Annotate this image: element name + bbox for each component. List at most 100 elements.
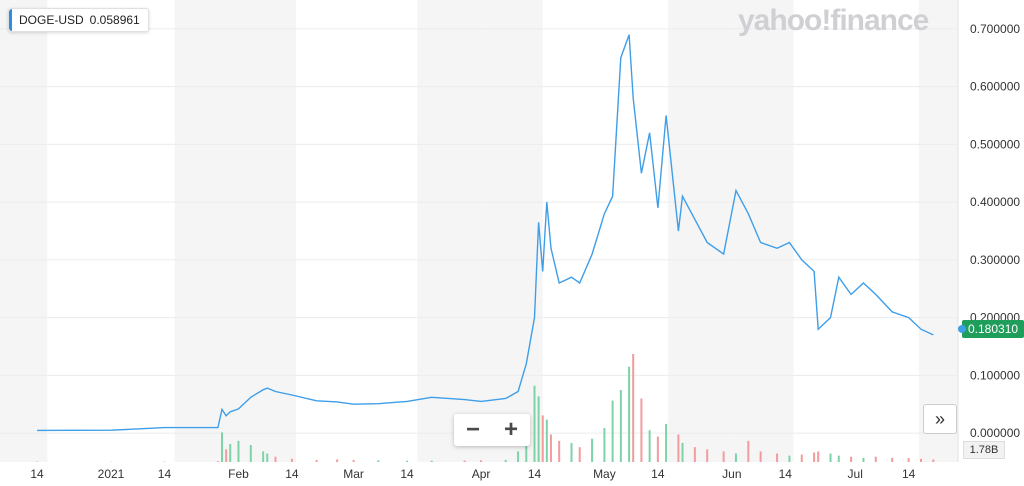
yahoo-finance-logo: yahoo!finance xyxy=(738,4,929,37)
y-tick-label: 0.500000 xyxy=(970,137,1020,151)
month-band xyxy=(918,0,958,462)
x-tick-label: 14 xyxy=(285,467,299,481)
month-band xyxy=(174,0,239,462)
volume-bar xyxy=(558,440,561,462)
volume-bar xyxy=(734,453,737,462)
volume-bar xyxy=(504,459,507,462)
volume-bars xyxy=(36,354,935,462)
month-band xyxy=(417,0,482,462)
volume-bar xyxy=(352,459,355,462)
volume-bar xyxy=(517,451,520,462)
volume-bar xyxy=(677,434,680,462)
month-bands xyxy=(0,0,958,462)
y-tick-label: 0.000000 xyxy=(970,426,1020,440)
volume-bar xyxy=(656,436,659,462)
volume-bar xyxy=(537,396,540,462)
volume-bar xyxy=(603,428,606,462)
month-band xyxy=(238,0,297,462)
y-tick-label: 0.400000 xyxy=(970,195,1020,209)
zoom-out-button[interactable]: − xyxy=(465,416,480,443)
volume-bar xyxy=(229,444,232,462)
month-band xyxy=(731,0,794,462)
volume-bar xyxy=(541,415,544,462)
x-tick-label: 14 xyxy=(651,467,665,481)
volume-bar xyxy=(706,449,709,462)
y-tick-label: 0.100000 xyxy=(970,368,1020,382)
volume-bar xyxy=(249,445,252,462)
x-tick-label: 14 xyxy=(158,467,172,481)
volume-bar xyxy=(533,385,536,462)
volume-bar xyxy=(463,460,466,462)
month-band xyxy=(0,0,48,462)
volume-bar xyxy=(315,459,318,462)
volume-bar xyxy=(632,354,635,462)
volume-bar xyxy=(817,451,820,462)
legend-value: 0.058961 xyxy=(89,13,140,27)
volume-bar xyxy=(430,460,433,462)
zoom-in-button[interactable]: + xyxy=(503,416,518,443)
volume-badge: 1.78B xyxy=(963,441,1005,459)
month-band xyxy=(668,0,732,462)
x-tick-label: 14 xyxy=(528,467,542,481)
volume-bar xyxy=(377,460,380,462)
volume-bar xyxy=(813,452,816,462)
volume-bar xyxy=(874,456,877,462)
y-tick-label: 0.300000 xyxy=(970,253,1020,267)
volume-bar xyxy=(274,456,277,462)
price-line xyxy=(36,34,934,432)
volume-bar xyxy=(262,451,265,462)
price-tag-label: 0.180310 xyxy=(968,322,1018,336)
zoom-controls: − + xyxy=(454,414,530,446)
volume-bar xyxy=(619,390,622,462)
x-tick-label: May xyxy=(593,467,616,481)
volume-bar xyxy=(837,455,840,462)
x-tick-label: Jun xyxy=(722,467,741,481)
x-tick-label: 14 xyxy=(902,467,916,481)
x-tick-label: Jul xyxy=(848,467,863,481)
month-band xyxy=(481,0,543,462)
volume-bar xyxy=(788,455,791,462)
x-axis-ticks: 14 2021 14 Feb 14 Mar 14 Apr 14 May 14 Jun 14 Jul 14 xyxy=(30,467,915,481)
legend-symbol: DOGE-USD xyxy=(19,13,84,27)
volume-bar xyxy=(221,432,224,462)
volume-bar xyxy=(850,456,853,462)
volume-bar xyxy=(225,449,228,462)
volume-bar xyxy=(578,447,581,462)
volume-bar xyxy=(549,434,552,462)
y-tick-label: 0.600000 xyxy=(970,80,1020,94)
y-tick-label: 0.700000 xyxy=(970,22,1020,36)
volume-bar xyxy=(891,457,894,462)
volume-bar xyxy=(747,440,750,462)
volume-bar xyxy=(628,366,631,462)
scroll-right-button[interactable]: » xyxy=(923,404,957,434)
x-tick-label: Mar xyxy=(343,467,364,481)
volume-bar xyxy=(640,398,643,462)
volume-bar xyxy=(290,458,293,462)
volume-bar xyxy=(480,460,483,462)
x-tick-label: 14 xyxy=(779,467,793,481)
volume-bar xyxy=(406,460,409,462)
volume-bar xyxy=(648,430,651,462)
volume-bar xyxy=(611,400,614,462)
x-tick-label: 2021 xyxy=(98,467,125,481)
volume-bar xyxy=(693,447,696,462)
volume-bar xyxy=(829,453,832,462)
y-axis-ticks: 0.0000000.1000000.2000000.3000000.400000… xyxy=(970,22,1020,440)
legend-color-swatch xyxy=(9,9,12,31)
price-tag: 0.180310 xyxy=(958,319,1024,338)
volume-bar xyxy=(237,440,240,462)
volume-bar xyxy=(862,457,865,462)
volume-bar xyxy=(932,459,935,462)
volume-bar xyxy=(759,451,762,462)
symbol-legend[interactable]: DOGE-USD 0.058961 xyxy=(8,8,149,32)
volume-bar xyxy=(266,453,269,462)
volume-bar xyxy=(800,454,803,462)
volume-bar xyxy=(681,442,684,462)
volume-bar xyxy=(591,438,594,462)
volume-bar xyxy=(216,461,219,462)
volume-bar xyxy=(545,419,548,462)
volume-bar xyxy=(919,458,922,462)
x-tick-label: Feb xyxy=(228,467,249,481)
volume-bar xyxy=(665,423,668,462)
